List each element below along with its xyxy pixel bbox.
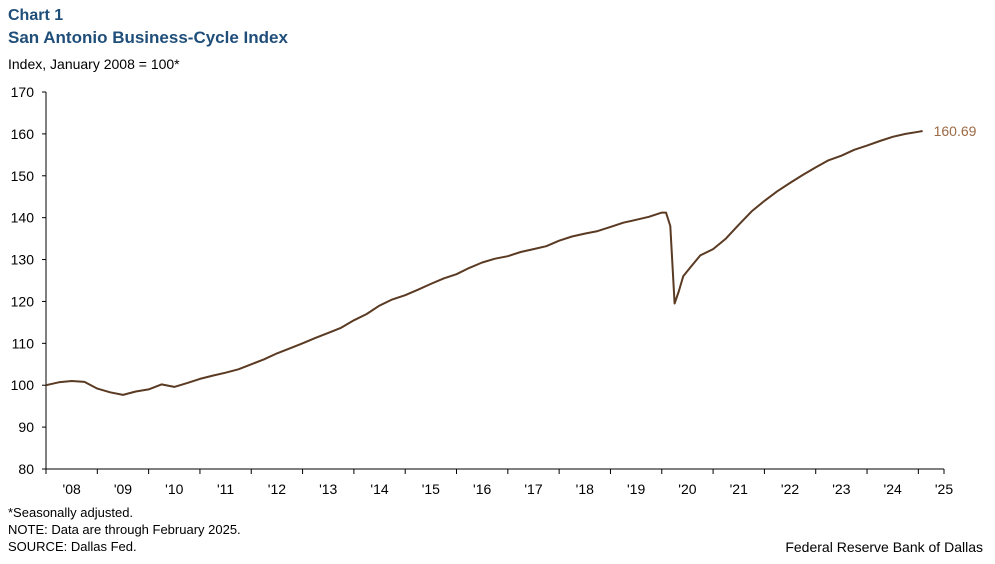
footnote-source: SOURCE: Dallas Fed. [8, 539, 137, 554]
y-axis-label: Index, January 2008 = 100* [8, 56, 180, 72]
y-tick-label: 140 [11, 210, 35, 226]
x-tick-label: '21 [730, 481, 748, 497]
x-axis: '08 '09 '10 '11 '12 '13 '14 '15 '16 '17 '18 '19 '20 '… [45, 468, 953, 497]
y-tick-label: 90 [18, 419, 34, 435]
chart-number: Chart 1 [8, 7, 64, 24]
footnote-note: NOTE: Data are through February 2025. [8, 522, 241, 537]
x-tick-label: '10 [165, 481, 183, 497]
x-tick-label: '18 [576, 481, 594, 497]
x-tick-label: '11 [217, 481, 234, 497]
x-tick-label: '20 [678, 481, 696, 497]
series [45, 130, 923, 396]
x-tick-label: '16 [473, 481, 491, 497]
series-line [45, 130, 923, 396]
x-tick-label: '08 [63, 481, 81, 497]
x-tick-label: '13 [319, 481, 337, 497]
footnote-seasonal: *Seasonally adjusted. [8, 505, 134, 520]
x-tick-label: '22 [781, 481, 799, 497]
x-tick-label: '23 [832, 481, 850, 497]
x-tick-label: '19 [627, 481, 645, 497]
x-tick-label: '14 [370, 481, 388, 497]
y-tick-label: 160 [11, 126, 35, 142]
x-tick-label: '12 [268, 481, 286, 497]
chart-title: San Antonio Business-Cycle Index [8, 28, 288, 47]
labels: 160.69 [934, 123, 977, 139]
last-value-label: 160.69 [934, 123, 977, 139]
x-tick-label: '24 [884, 481, 902, 497]
y-axis: 80 90 100 110 120 130 140 150 160 170 [11, 84, 47, 477]
y-tick-label: 110 [12, 335, 35, 351]
y-tick-label: 100 [11, 377, 35, 393]
x-tick-label: '09 [114, 481, 132, 497]
x-tick-label: '17 [524, 481, 542, 497]
y-tick-label: 130 [11, 252, 35, 268]
credit-text: Federal Reserve Bank of Dallas [785, 539, 983, 555]
y-tick-label: 150 [11, 168, 35, 184]
x-tick-label: '15 [422, 481, 440, 497]
y-tick-label: 120 [11, 293, 35, 309]
y-tick-label: 170 [11, 84, 35, 100]
y-tick-label: 80 [18, 461, 34, 477]
x-tick-label: '25 [935, 481, 953, 497]
